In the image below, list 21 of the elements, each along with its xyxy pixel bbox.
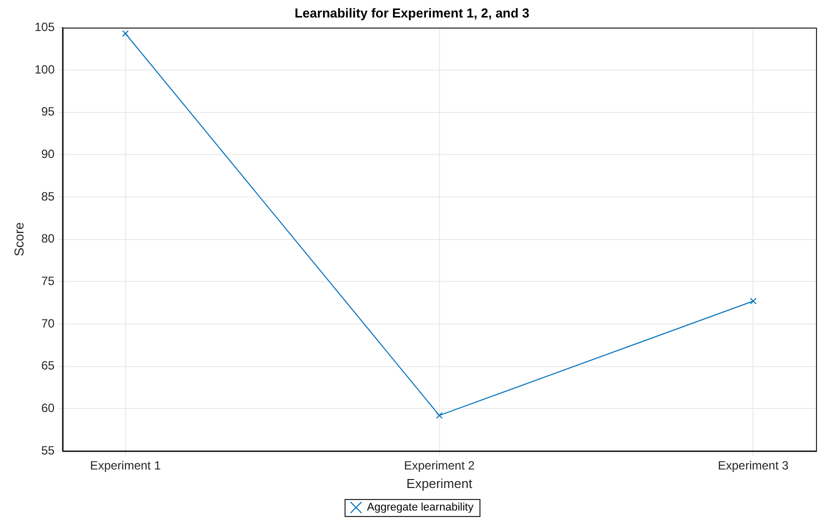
x-tick-label: Experiment 1 <box>90 458 162 473</box>
y-tick-label: 70 <box>41 316 55 330</box>
y-tick-label: 95 <box>41 104 55 119</box>
y-tick-label: 65 <box>41 358 55 373</box>
y-tick-label: 90 <box>41 146 55 161</box>
chart-title: Learnability for Experiment 1, 2, and 3 <box>294 5 530 20</box>
y-tick-label: 85 <box>41 189 55 204</box>
y-tick-label: 60 <box>41 400 55 415</box>
x-tick-label: Experiment 3 <box>718 458 789 473</box>
y-tick-label: 55 <box>41 443 55 458</box>
y-axis-title: Score <box>11 222 26 256</box>
y-tick-label: 80 <box>41 232 55 246</box>
legend-label: Aggregate learnability <box>367 502 474 514</box>
y-tick-label: 75 <box>41 274 55 288</box>
point <box>122 30 129 37</box>
y-tick-label: 105 <box>34 20 55 34</box>
point <box>750 298 757 304</box>
x-tick-label: Experiment 2 <box>404 458 475 473</box>
point <box>436 412 443 419</box>
x-axis-title: Experiment <box>406 476 473 491</box>
y-tick-label: 100 <box>34 62 55 76</box>
